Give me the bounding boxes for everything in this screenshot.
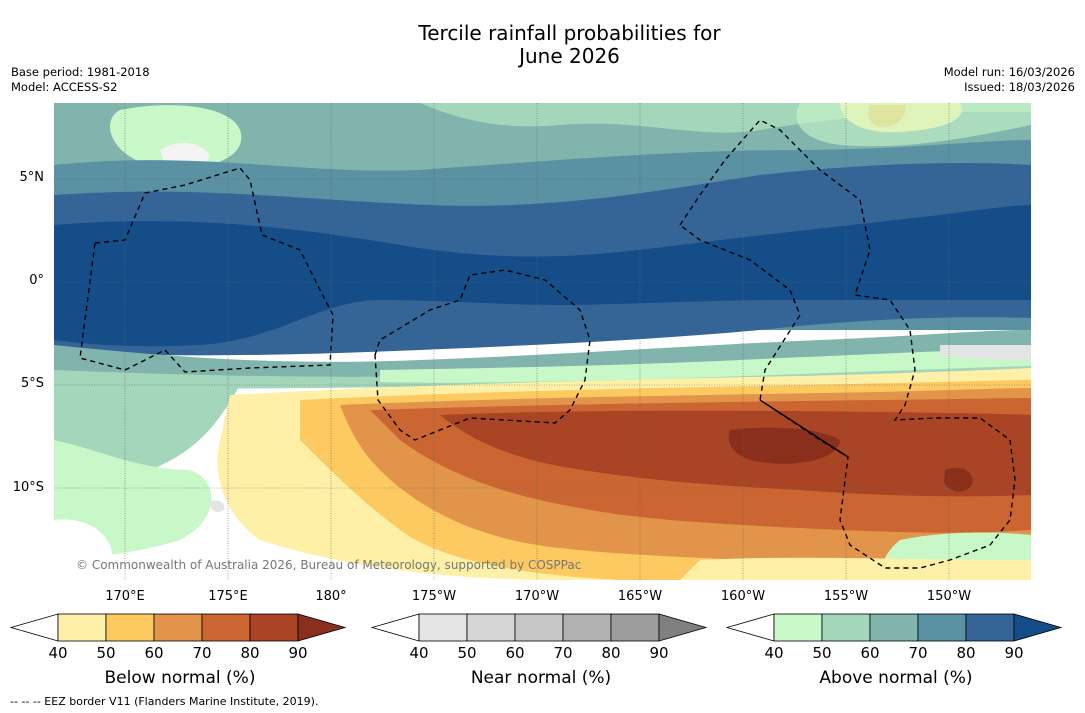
colorbar-tick-label: 40: [409, 644, 428, 662]
yellow-southeast: [680, 557, 1031, 580]
issued-date: Issued: 18/03/2026: [964, 80, 1075, 94]
lon-label-170w: 170°W: [514, 589, 560, 604]
above-50-north: [54, 103, 1031, 133]
colorbar-tick-label: 70: [553, 644, 572, 662]
lat-label-5s: 5°S: [20, 376, 44, 391]
colorbar-tick-label: 80: [240, 644, 259, 662]
title-line-2: June 2026: [519, 44, 620, 68]
eez-solid-line: [759, 399, 849, 458]
colorbar-extend-low: [726, 613, 775, 642]
colorbar-near-normal: 40 50 60 70 80 90: [371, 613, 708, 662]
colorbar-segment: [153, 613, 203, 642]
lon-label-155w: 155°W: [823, 589, 869, 604]
lon-label-175e: 175°E: [208, 589, 248, 604]
colorbar-tick-label: 80: [601, 644, 620, 662]
colorbar-tick-label: 40: [764, 644, 783, 662]
lon-label-165w: 165°W: [617, 589, 663, 604]
eez-kiribati-phoenix: [374, 269, 591, 441]
below-90-a: [728, 427, 840, 464]
colorbar-tick-label: 50: [457, 644, 476, 662]
colorbar-label-above: Above normal (%): [819, 668, 973, 688]
colorbar-segment: [418, 613, 468, 642]
meta-right: Model run: 16/03/2026 Issued: 18/03/2026: [944, 65, 1075, 95]
lat-label-10s: 10°S: [12, 480, 44, 495]
colorbar-segment: [773, 613, 823, 642]
colorbar-tick-label: 90: [1004, 644, 1023, 662]
colorbar-tick-label: 50: [812, 644, 831, 662]
colorbar-tick-label: 70: [192, 644, 211, 662]
colorbar-tick-label: 70: [908, 644, 927, 662]
colorbar-segment: [917, 613, 967, 642]
above-60-southwest: [54, 385, 240, 475]
colorbar-tick-label: 90: [288, 644, 307, 662]
colorbar-label-near: Near normal (%): [470, 668, 612, 688]
colorbar-segment: [610, 613, 660, 642]
green-north-east: [796, 103, 1031, 147]
lon-label-180: 180°: [315, 589, 347, 604]
above-90: [54, 205, 1031, 347]
green-south: [380, 348, 1031, 383]
model-run: Model run: 16/03/2026: [943, 65, 1075, 79]
below-80: [440, 410, 1031, 497]
model-name: Model: ACCESS-S2: [11, 80, 118, 94]
base-period: Base period: 1981-2018: [11, 65, 150, 79]
gridlines: [54, 103, 1031, 580]
colorbar-segment: [249, 613, 299, 642]
grey-south: [940, 345, 1031, 360]
colorbar-segment: [562, 613, 612, 642]
lon-label-175w: 175°W: [411, 589, 457, 604]
colorbar-tick-label: 50: [96, 644, 115, 662]
colorbar-segment: [869, 613, 919, 642]
colorbar-above-normal: 40 50 60 70 80 90: [726, 613, 1063, 662]
colorbar-extend-low: [371, 613, 420, 642]
lon-label-170e: 170°E: [105, 589, 145, 604]
lat-label-5n: 5°N: [19, 170, 45, 185]
colorbar-tick-label: 90: [649, 644, 668, 662]
lat-label-0: 0°: [29, 273, 44, 288]
colorbar-tick-label: 60: [144, 644, 163, 662]
colorbar-segment: [965, 613, 1015, 642]
eez-line-islands: [679, 119, 1016, 569]
colorbar-segment: [514, 613, 564, 642]
colorbar-below-normal: 40 50 60 70 80 90: [10, 613, 347, 662]
colorbar-tick-label: 60: [860, 644, 879, 662]
footer-note: -- -- -- EEZ border V11 (Flanders Marine…: [10, 695, 319, 708]
meta-left: Base period: 1981-2018 Model: ACCESS-S2: [11, 65, 150, 95]
colorbar-extend-high: [1013, 613, 1063, 642]
white-southwest: [54, 519, 112, 578]
title-line-1: Tercile rainfall probabilities for: [418, 21, 721, 45]
colorbar-label-below: Below normal (%): [104, 668, 256, 688]
colorbar-segment: [57, 613, 107, 642]
eez-borders: [79, 119, 1016, 569]
colorbar-tick-label: 60: [505, 644, 524, 662]
lon-label-160w: 160°W: [720, 589, 766, 604]
above-50-south: [54, 356, 1031, 389]
eez-tuvalu-kiribati-west: [79, 167, 334, 373]
map-title: Tercile rainfall probabilities for June …: [0, 22, 1085, 68]
colorbar-extend-low: [10, 613, 59, 642]
grey-southwest: [210, 500, 225, 512]
colorbar-tick-label: 40: [48, 644, 67, 662]
colorbar-extend-high: [297, 613, 347, 642]
colorbar-segment: [821, 613, 871, 642]
below-90-b: [944, 467, 973, 492]
green-north: [110, 105, 242, 169]
colorbar-segment: [466, 613, 516, 642]
colorbar-segment: [105, 613, 155, 642]
lon-label-150w: 150°W: [926, 589, 972, 604]
colorbar-segment: [201, 613, 251, 642]
colorbar-tick-label: 80: [956, 644, 975, 662]
rainfall-field: [54, 103, 1031, 580]
colorbar-extend-high: [658, 613, 708, 642]
copyright-notice: © Commonwealth of Australia 2026, Bureau…: [76, 558, 582, 572]
